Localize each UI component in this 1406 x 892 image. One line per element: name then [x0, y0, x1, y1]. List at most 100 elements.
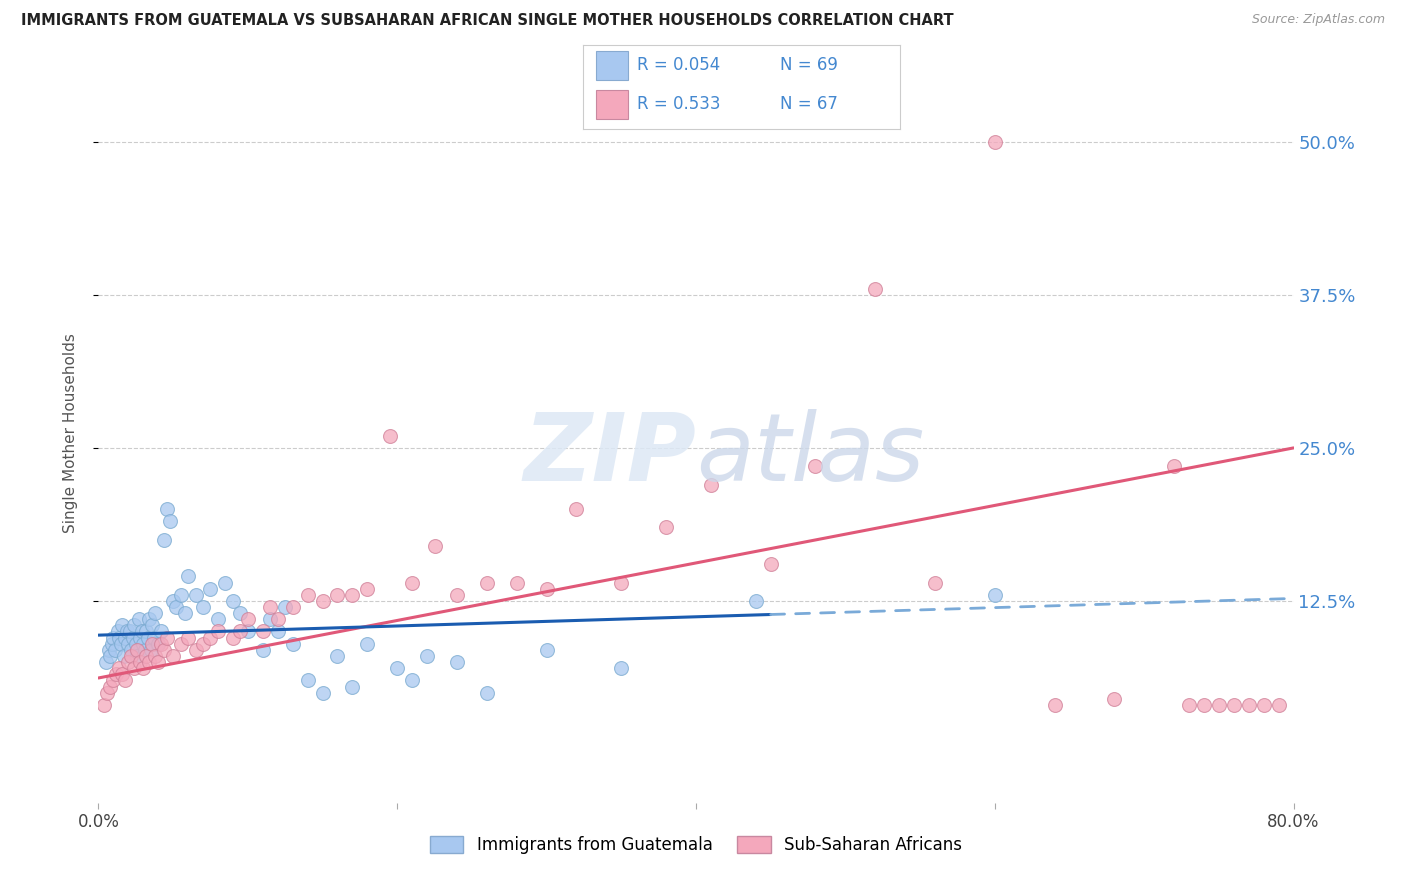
- Point: [156, 631, 179, 645]
- Point: [423, 539, 446, 553]
- Text: ZIP: ZIP: [523, 409, 696, 500]
- Point: [108, 661, 131, 675]
- Point: [506, 575, 529, 590]
- Point: [446, 588, 468, 602]
- Point: [96, 686, 118, 700]
- Point: [93, 698, 115, 712]
- Point: [259, 599, 281, 614]
- Point: [610, 575, 633, 590]
- Point: [274, 599, 297, 614]
- Point: [117, 637, 139, 651]
- Point: [139, 643, 162, 657]
- Point: [222, 631, 245, 645]
- Point: [169, 588, 191, 602]
- Point: [141, 618, 163, 632]
- Point: [267, 624, 290, 639]
- Point: [177, 631, 200, 645]
- Point: [236, 612, 259, 626]
- Point: [281, 599, 304, 614]
- Point: [356, 582, 378, 596]
- Point: [104, 643, 127, 657]
- Point: [1208, 698, 1230, 712]
- Point: [143, 606, 166, 620]
- Point: [475, 686, 498, 700]
- Bar: [596, 90, 627, 120]
- Point: [141, 637, 163, 651]
- Point: [135, 648, 157, 663]
- Point: [984, 135, 1007, 149]
- Point: [117, 655, 139, 669]
- Point: [378, 428, 401, 442]
- Point: [132, 637, 155, 651]
- Point: [200, 582, 222, 596]
- Point: [138, 612, 160, 626]
- Point: [114, 631, 136, 645]
- Point: [565, 502, 588, 516]
- Point: [111, 618, 134, 632]
- Point: [700, 477, 723, 491]
- Point: [984, 588, 1007, 602]
- Point: [259, 612, 281, 626]
- Point: [143, 648, 166, 663]
- Point: [115, 624, 138, 639]
- Point: [114, 673, 136, 688]
- Point: [118, 624, 141, 639]
- Point: [214, 575, 236, 590]
- Point: [97, 643, 120, 657]
- Point: [924, 575, 946, 590]
- Point: [162, 594, 184, 608]
- Point: [297, 588, 319, 602]
- Point: [229, 606, 252, 620]
- Text: Source: ZipAtlas.com: Source: ZipAtlas.com: [1251, 13, 1385, 27]
- Point: [148, 655, 170, 669]
- Point: [150, 637, 173, 651]
- Point: [131, 624, 153, 639]
- Point: [128, 612, 150, 626]
- Y-axis label: Single Mother Households: Single Mother Households: [63, 333, 77, 533]
- Point: [105, 667, 128, 681]
- Point: [184, 588, 207, 602]
- Point: [132, 661, 155, 675]
- Point: [148, 637, 170, 651]
- Point: [1104, 691, 1126, 706]
- Point: [236, 624, 259, 639]
- Point: [745, 594, 768, 608]
- Point: [129, 631, 152, 645]
- Point: [326, 588, 349, 602]
- Text: atlas: atlas: [696, 409, 924, 500]
- Point: [475, 575, 498, 590]
- Point: [536, 582, 558, 596]
- Point: [124, 618, 146, 632]
- Point: [759, 557, 782, 571]
- Point: [416, 648, 439, 663]
- Point: [120, 648, 142, 663]
- Legend: Immigrants from Guatemala, Sub-Saharan Africans: Immigrants from Guatemala, Sub-Saharan A…: [423, 830, 969, 861]
- Point: [103, 673, 125, 688]
- Point: [124, 661, 146, 675]
- Point: [191, 637, 214, 651]
- Point: [281, 637, 304, 651]
- Point: [804, 459, 827, 474]
- Text: N = 67: N = 67: [779, 95, 838, 113]
- Point: [153, 643, 176, 657]
- Point: [136, 631, 159, 645]
- Point: [127, 648, 149, 663]
- Point: [153, 533, 176, 547]
- Point: [252, 624, 274, 639]
- Point: [252, 643, 274, 657]
- Point: [125, 637, 148, 651]
- Point: [110, 637, 132, 651]
- Point: [112, 648, 135, 663]
- Point: [121, 631, 143, 645]
- Point: [165, 599, 187, 614]
- Point: [134, 643, 156, 657]
- Text: N = 69: N = 69: [779, 56, 838, 74]
- Point: [159, 514, 181, 528]
- Point: [1043, 698, 1066, 712]
- Point: [129, 655, 152, 669]
- Point: [311, 594, 333, 608]
- Point: [1223, 698, 1246, 712]
- Point: [107, 624, 129, 639]
- Point: [108, 631, 131, 645]
- Point: [1178, 698, 1201, 712]
